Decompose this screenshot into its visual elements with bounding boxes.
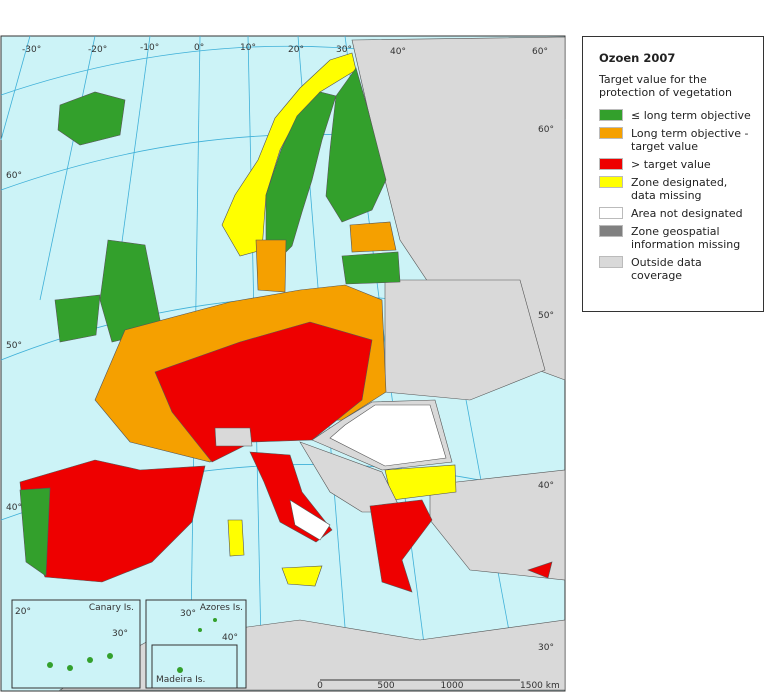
legend-item: Long term objective - target value: [599, 127, 753, 153]
inset-tick: 30°: [180, 609, 196, 619]
sicily: [281, 565, 323, 587]
legend-swatch: [599, 127, 623, 139]
finland: [325, 67, 387, 223]
graticule-label: -10°: [140, 43, 159, 53]
inset-azores: [145, 599, 247, 689]
graticule-label: 0°: [194, 43, 204, 53]
legend-swatch: [599, 225, 623, 237]
graticule-label: 60°: [532, 47, 548, 57]
turkey: [429, 469, 566, 581]
legend-items: ≤ long term objective Long term objective…: [599, 109, 753, 282]
graticule-label: 30°: [336, 45, 352, 55]
sweden: [265, 91, 337, 263]
inset-islands: [47, 618, 217, 673]
inset-label: Canary Is.: [89, 603, 134, 613]
graticule-label: 60°: [538, 125, 554, 135]
legend-swatch: [599, 158, 623, 170]
graticule-label: 50°: [6, 341, 22, 351]
legend-label: Zone designated, data missing: [631, 176, 728, 202]
legend-item: Area not designated: [599, 207, 753, 220]
legend-label: Outside data coverage: [631, 256, 702, 282]
legend-swatch: [599, 176, 623, 188]
scale-label: 0: [317, 681, 323, 691]
sardinia: [227, 519, 245, 557]
graticule-label: 10°: [240, 43, 256, 53]
graticule-label: 40°: [6, 503, 22, 513]
cyprus: [527, 561, 553, 579]
inset-canary: [11, 599, 141, 689]
iceland: [57, 91, 126, 146]
legend-label: Zone geospatial information missing: [631, 225, 741, 251]
legend-item: Outside data coverage: [599, 256, 753, 282]
ireland: [54, 294, 101, 343]
graticule-label: 60°: [6, 171, 22, 181]
inset-label: Azores Is.: [200, 603, 243, 613]
graticule-label: 40°: [538, 481, 554, 491]
inset-tick: 20°: [15, 607, 31, 617]
greece: [369, 499, 433, 593]
legend-label: Area not designated: [631, 207, 743, 220]
central-red: [154, 321, 373, 463]
portugal: [19, 487, 51, 577]
scale-label: 1500 km: [520, 681, 560, 691]
south-italy: [289, 499, 331, 541]
graticule-label: 50°: [538, 311, 554, 321]
switzerland: [214, 427, 253, 447]
legend-label: > target value: [631, 158, 711, 171]
graticule-label: 40°: [390, 47, 406, 57]
lithuania: [341, 251, 401, 285]
legend-item: Zone geospatial information missing: [599, 225, 753, 251]
legend-subtitle: Target value for the protection of veget…: [599, 73, 732, 99]
legend-swatch: [599, 256, 623, 268]
graticule-label: 20°: [288, 45, 304, 55]
baltic-north: [349, 221, 397, 253]
legend-label: Long term objective - target value: [631, 127, 749, 153]
legend-label: ≤ long term objective: [631, 109, 751, 122]
legend-item: Zone designated, data missing: [599, 176, 753, 202]
inset-tick: 40°: [222, 633, 238, 643]
graticule-label: -30°: [22, 45, 41, 55]
graticule-label: -20°: [88, 45, 107, 55]
graticule-label: 30°: [538, 643, 554, 653]
legend: Ozoen 2007 Target value for the protecti…: [582, 36, 764, 312]
denmark: [255, 239, 287, 293]
scale-label: 1000: [441, 681, 464, 691]
legend-swatch: [599, 207, 623, 219]
scale-label: 500: [377, 681, 394, 691]
legend-swatch: [599, 109, 623, 121]
map: -30° -20° -10° 0° 10° 20° 30° 40° 60° 60° 50° 40° 30…: [0, 35, 566, 692]
legend-item: > target value: [599, 158, 753, 171]
inset-madeira: [151, 644, 238, 689]
legend-title: Ozoen 2007: [599, 51, 676, 65]
romania: [329, 404, 447, 467]
legend-item: ≤ long term objective: [599, 109, 753, 122]
inset-tick: 30°: [112, 629, 128, 639]
inset-label: Madeira Is.: [156, 675, 205, 685]
